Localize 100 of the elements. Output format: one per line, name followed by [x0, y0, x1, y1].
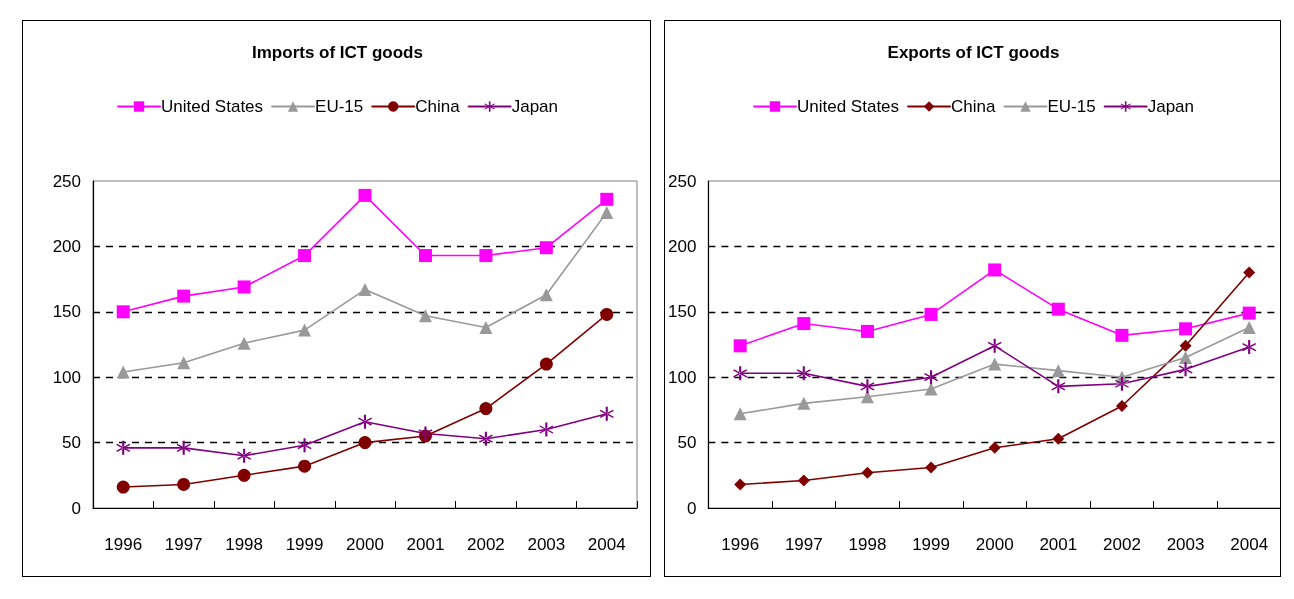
y-tick-label: 150	[52, 302, 81, 322]
x-tick-label: 1997	[164, 535, 203, 554]
legend-label: United States	[797, 97, 900, 116]
point	[478, 431, 493, 446]
x-tick-label: 1998	[848, 535, 887, 554]
point	[924, 370, 939, 385]
x-tick-label: 1996	[721, 535, 760, 554]
point	[479, 321, 493, 334]
point	[539, 241, 553, 255]
y-tick-label: 50	[62, 433, 81, 453]
point	[116, 365, 130, 379]
x-tick-label: 2002	[466, 535, 505, 554]
point	[797, 474, 810, 487]
point	[237, 448, 252, 463]
point	[479, 402, 493, 416]
point	[1051, 379, 1066, 394]
chart-title: Imports of ICT goods	[252, 43, 423, 62]
point	[298, 249, 312, 263]
point	[298, 459, 312, 473]
point	[1242, 321, 1256, 334]
point	[1052, 432, 1065, 445]
x-tick-label: 2004	[1230, 535, 1269, 554]
point	[539, 422, 554, 437]
y-tick-label: 50	[677, 433, 697, 453]
point	[861, 466, 874, 479]
legend-label: Japan	[1147, 97, 1194, 116]
point	[479, 249, 493, 263]
x-tick-label: 1997	[784, 535, 823, 554]
legend-label: United States	[161, 97, 264, 116]
point	[733, 407, 747, 421]
x-tick-label: 2000	[346, 535, 384, 554]
x-tick-label: 1999	[912, 535, 950, 554]
point	[988, 263, 1002, 277]
point	[600, 192, 614, 206]
point	[860, 390, 874, 404]
point	[177, 356, 191, 370]
point	[797, 396, 811, 410]
point	[734, 478, 747, 491]
x-tick-label: 2001	[406, 535, 445, 554]
point	[1242, 306, 1256, 320]
x-tick-label: 2000	[975, 535, 1014, 554]
point	[733, 366, 748, 381]
point	[1179, 322, 1193, 336]
point	[116, 440, 131, 455]
point	[988, 357, 1002, 371]
legend-label: China	[415, 97, 461, 116]
point	[539, 288, 553, 302]
legend-label: EU-15	[315, 97, 364, 116]
x-tick-label: 2002	[1103, 535, 1141, 554]
point	[1114, 376, 1129, 391]
point	[925, 461, 938, 474]
y-tick-label: 0	[686, 498, 697, 518]
y-tick-label: 100	[52, 367, 81, 387]
point	[860, 324, 874, 338]
point	[1051, 364, 1065, 378]
x-tick-label: 1998	[225, 535, 264, 554]
y-tick-label: 250	[667, 171, 697, 191]
point	[733, 339, 747, 353]
point	[924, 307, 938, 321]
legend-label: China	[951, 97, 997, 116]
point	[1115, 328, 1129, 342]
point	[988, 441, 1001, 454]
x-tick-label: 2003	[1166, 535, 1205, 554]
point	[358, 283, 372, 297]
point	[1243, 266, 1256, 279]
legend-label: EU-15	[1047, 97, 1096, 116]
point	[600, 307, 614, 321]
point	[177, 289, 191, 303]
point	[237, 468, 251, 482]
y-tick-label: 0	[71, 498, 81, 518]
point	[358, 188, 372, 202]
point	[797, 317, 811, 331]
point	[237, 280, 251, 294]
point	[539, 357, 553, 371]
y-tick-label: 200	[52, 236, 81, 256]
point	[1051, 302, 1065, 316]
y-tick-label: 200	[667, 236, 697, 256]
point	[297, 438, 312, 453]
point	[418, 249, 432, 263]
point	[176, 440, 191, 455]
point	[796, 366, 811, 381]
x-tick-label: 2004	[587, 535, 626, 554]
chart-title: Exports of ICT goods	[887, 43, 1060, 62]
point	[358, 414, 372, 429]
point	[599, 406, 614, 421]
x-tick-label: 2003	[527, 535, 566, 554]
point	[298, 323, 312, 337]
point	[600, 205, 614, 219]
point	[924, 382, 938, 396]
point	[1115, 399, 1128, 412]
point	[116, 305, 130, 319]
x-tick-label: 1996	[104, 535, 143, 554]
point	[860, 379, 875, 394]
y-tick-label: 100	[667, 367, 697, 387]
point	[237, 336, 251, 350]
x-tick-label: 2001	[1039, 535, 1078, 554]
point	[418, 309, 432, 323]
point	[1242, 340, 1257, 355]
point	[1179, 339, 1192, 352]
point	[1179, 351, 1193, 365]
